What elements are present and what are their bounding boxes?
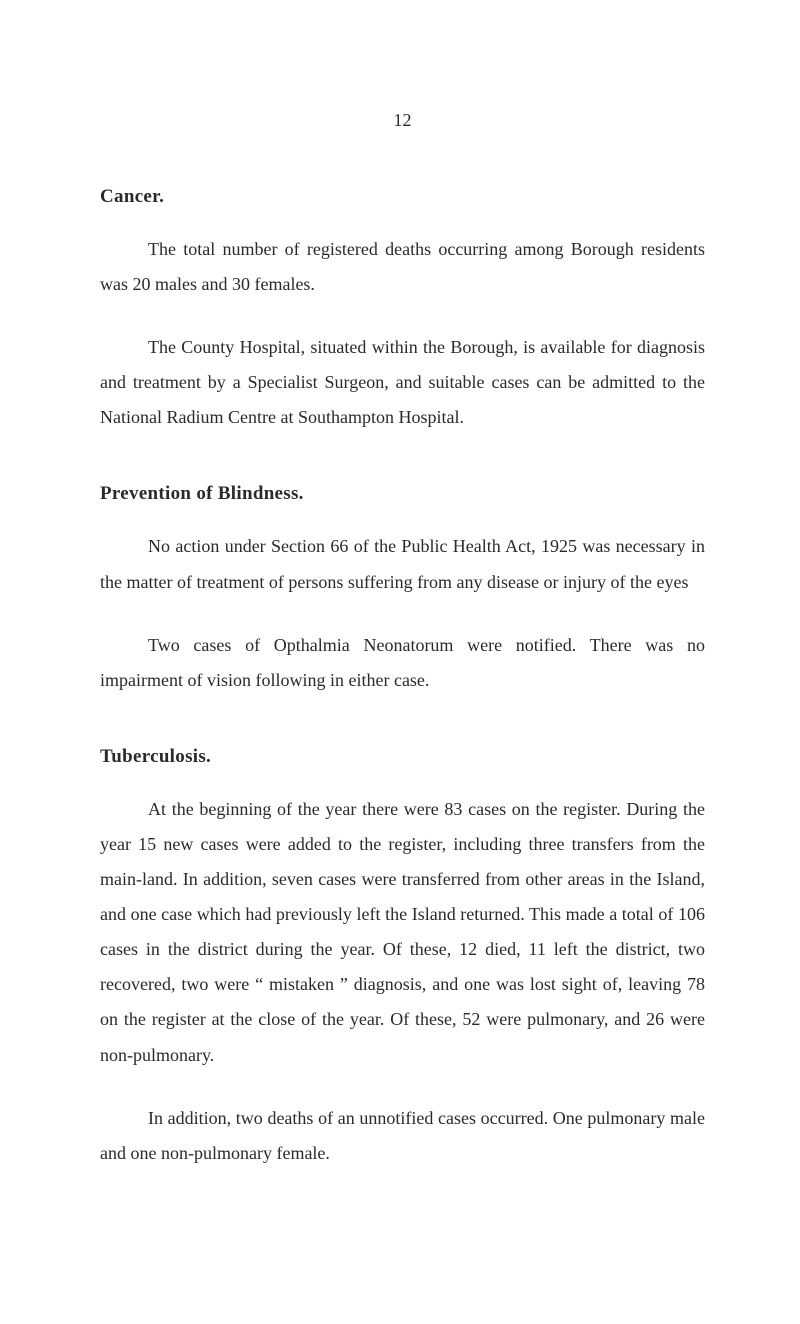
- tuberculosis-paragraph-1: At the beginning of the year there were …: [100, 792, 705, 1073]
- blindness-heading: Prevention of Blindness.: [100, 483, 705, 505]
- blindness-paragraph-1: No action under Section 66 of the Public…: [100, 529, 705, 599]
- cancer-paragraph-2: The County Hospital, situated within the…: [100, 330, 705, 435]
- tuberculosis-heading: Tuberculosis.: [100, 746, 705, 768]
- cancer-heading: Cancer.: [100, 186, 705, 208]
- page-number: 12: [100, 110, 705, 131]
- cancer-paragraph-1: The total number of registered deaths oc…: [100, 232, 705, 302]
- blindness-paragraph-2: Two cases of Opthalmia Neonatorum were n…: [100, 628, 705, 698]
- tuberculosis-paragraph-2: In addition, two deaths of an unnotified…: [100, 1101, 705, 1171]
